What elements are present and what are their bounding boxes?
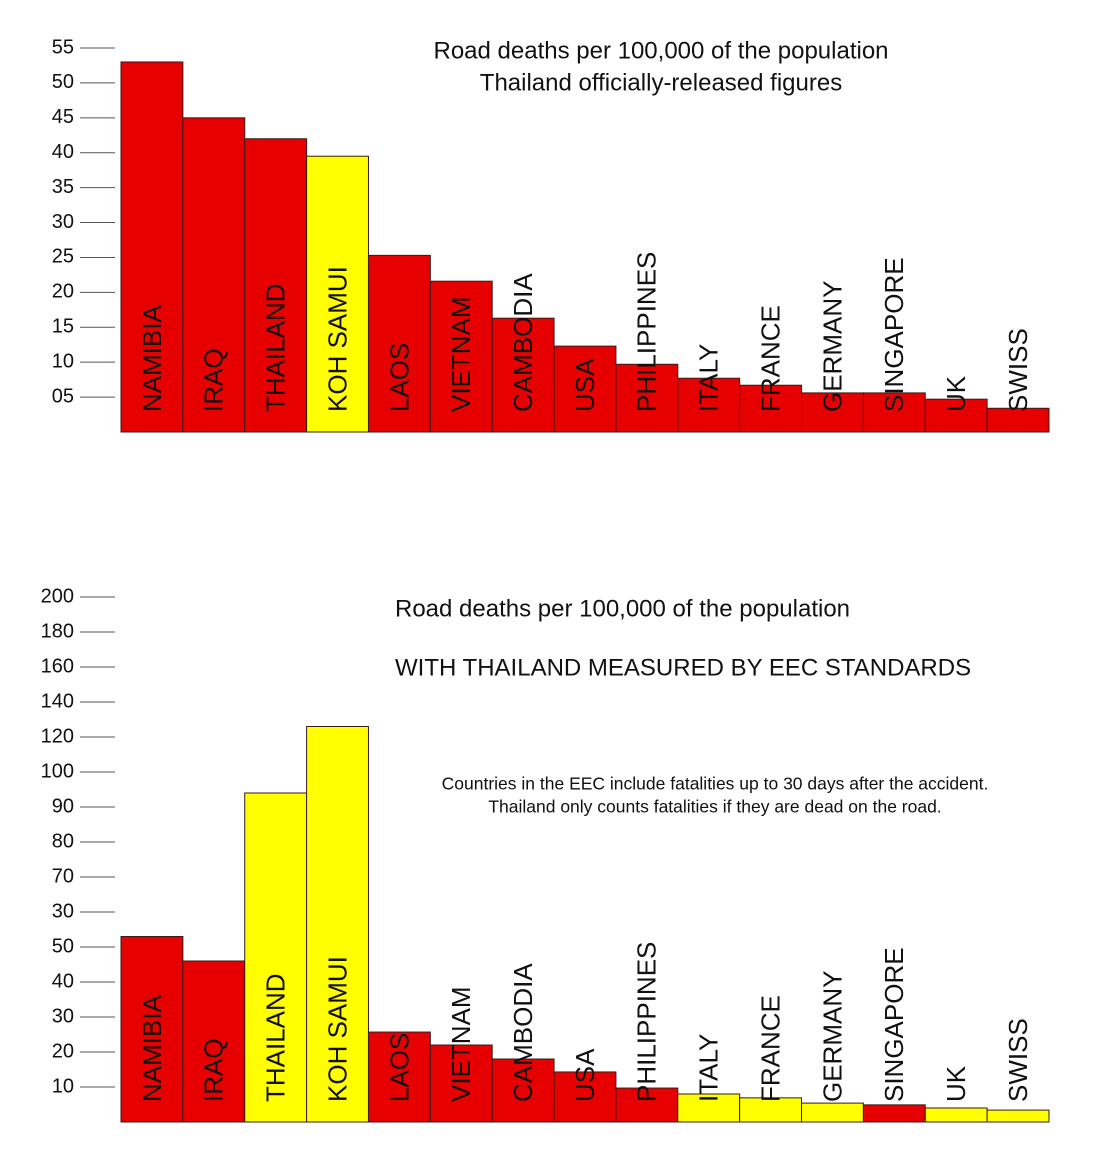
category-label: USA: [570, 358, 600, 412]
category-label: SWISS: [1003, 1018, 1033, 1102]
category-label: KOH SAMUI: [322, 956, 352, 1102]
y-tick-label: 20: [52, 1040, 74, 1062]
bar: [244, 792, 308, 1123]
bar: [120, 936, 184, 1123]
y-tick-label: 160: [41, 655, 74, 677]
y-tick-label: 05: [52, 385, 74, 407]
bar: [677, 1093, 741, 1123]
category-label: PHILIPPINES: [632, 942, 662, 1102]
category-label: THAILAND: [261, 283, 291, 412]
y-tick-label: 140: [41, 690, 74, 712]
bar: [739, 1097, 803, 1123]
category-label: GERMANY: [817, 971, 847, 1102]
category-label: SINGAPORE: [879, 947, 909, 1102]
y-tick-label: 90: [52, 795, 74, 817]
bar: [244, 138, 308, 433]
bar: [553, 345, 617, 433]
category-label: PHILIPPINES: [632, 252, 662, 412]
y-tick-label: 20: [52, 281, 74, 303]
y-tick-label: 100: [41, 760, 74, 782]
bar: [429, 280, 493, 433]
y-tick-label: 40: [52, 141, 74, 163]
bar: [862, 1104, 926, 1123]
bar: [306, 726, 369, 1123]
bar: [615, 363, 679, 433]
y-tick-label: 35: [52, 176, 74, 198]
bar: [986, 1109, 1050, 1123]
chart-subtitle: WITH THAILAND MEASURED BY EEC STANDARDS: [395, 654, 971, 681]
y-tick-label: 180: [41, 620, 74, 642]
category-label: IRAQ: [199, 1038, 229, 1102]
category-label: ITALY: [694, 344, 724, 412]
bar: [862, 392, 926, 433]
category-label: GERMANY: [817, 281, 847, 412]
y-tick-label: 120: [41, 725, 74, 747]
category-label: SWISS: [1003, 328, 1033, 412]
y-tick-label: 50: [52, 71, 74, 93]
category-label: ITALY: [694, 1034, 724, 1102]
chart-title: Road deaths per 100,000 of the populatio…: [395, 595, 850, 622]
y-tick-label: 30: [52, 211, 74, 233]
bar: [924, 1107, 988, 1123]
chart-title: Road deaths per 100,000 of the populatio…: [433, 37, 888, 64]
y-tick-label: 30: [52, 1005, 74, 1027]
y-tick-label: 30: [52, 900, 74, 922]
category-label: UK: [941, 375, 971, 412]
bar: [801, 1102, 864, 1123]
category-label: CAMBODIA: [508, 273, 538, 412]
chart-subtitle: Thailand officially-released figures: [480, 69, 842, 96]
category-label: NAMIBIA: [137, 994, 167, 1102]
bar: [491, 317, 555, 433]
category-label: VIETNAM: [446, 296, 476, 412]
bar: [429, 1044, 493, 1123]
y-tick-label: 55: [52, 36, 74, 58]
category-label: CAMBODIA: [508, 963, 538, 1102]
bar: [739, 384, 803, 433]
bar: [986, 407, 1050, 433]
bar: [677, 377, 741, 433]
y-tick-label: 200: [41, 585, 74, 607]
bar: [367, 254, 431, 433]
category-label: FRANCE: [755, 305, 785, 412]
category-label: NAMIBIA: [137, 304, 167, 412]
category-label: LAOS: [384, 1033, 414, 1102]
y-tick-label: 10: [52, 1075, 74, 1097]
y-tick-label: 80: [52, 830, 74, 852]
bar: [553, 1071, 617, 1123]
y-tick-label: 70: [52, 865, 74, 887]
category-label: THAILAND: [261, 973, 291, 1102]
category-label: IRAQ: [199, 348, 229, 412]
category-label: UK: [941, 1065, 971, 1102]
y-tick-label: 15: [52, 316, 74, 338]
y-tick-label: 50: [52, 935, 74, 957]
category-label: SINGAPORE: [879, 257, 909, 412]
y-tick-label: 25: [52, 246, 74, 268]
annotation: Countries in the EEC include fatalities …: [442, 774, 989, 794]
y-tick-label: 40: [52, 970, 74, 992]
bar: [491, 1058, 555, 1123]
category-label: KOH SAMUI: [322, 266, 352, 412]
category-label: LAOS: [384, 343, 414, 412]
category-label: FRANCE: [755, 995, 785, 1102]
bar: [924, 398, 988, 433]
category-label: USA: [570, 1048, 600, 1102]
bar: [615, 1087, 679, 1123]
y-tick-label: 10: [52, 350, 74, 372]
bar: [801, 392, 864, 433]
annotation: Thailand only counts fatalities if they …: [488, 797, 941, 817]
category-label: VIETNAM: [446, 986, 476, 1102]
y-tick-label: 45: [52, 106, 74, 128]
